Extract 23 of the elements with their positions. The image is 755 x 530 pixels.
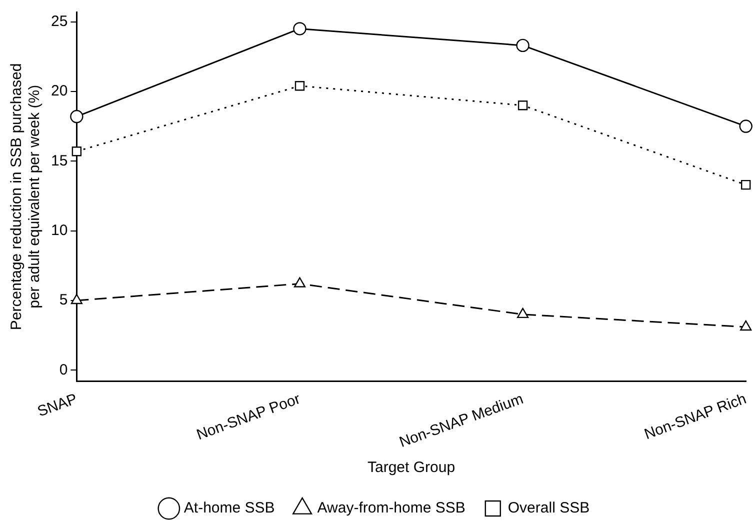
point [518, 100, 528, 110]
point [294, 81, 305, 91]
y-axis-title: Percentage reduction in SSB purchased per adult equivalent per week (%) [8, 63, 44, 330]
y-tick-label: 25 [50, 12, 68, 30]
legend-label: Away-from-home SSB [317, 500, 466, 517]
point [516, 38, 530, 52]
y-tick-label: 5 [59, 292, 68, 309]
point [739, 120, 752, 133]
legend-label: Overall SSB [508, 500, 590, 517]
x-axis-title: Target Group [367, 459, 456, 476]
point [293, 22, 306, 36]
x-tick-label: SNAP [35, 390, 80, 420]
point [516, 308, 529, 318]
y-tick-label: 0 [59, 361, 68, 378]
point [70, 110, 84, 124]
y-tick-label: 15 [50, 152, 68, 170]
point [294, 277, 306, 288]
legend-label: At-home SSB [184, 500, 275, 517]
point [72, 146, 82, 156]
point [741, 180, 751, 190]
point [740, 320, 752, 331]
y-tick-label: 10 [50, 222, 68, 239]
y-tick-label: 20 [50, 82, 68, 100]
